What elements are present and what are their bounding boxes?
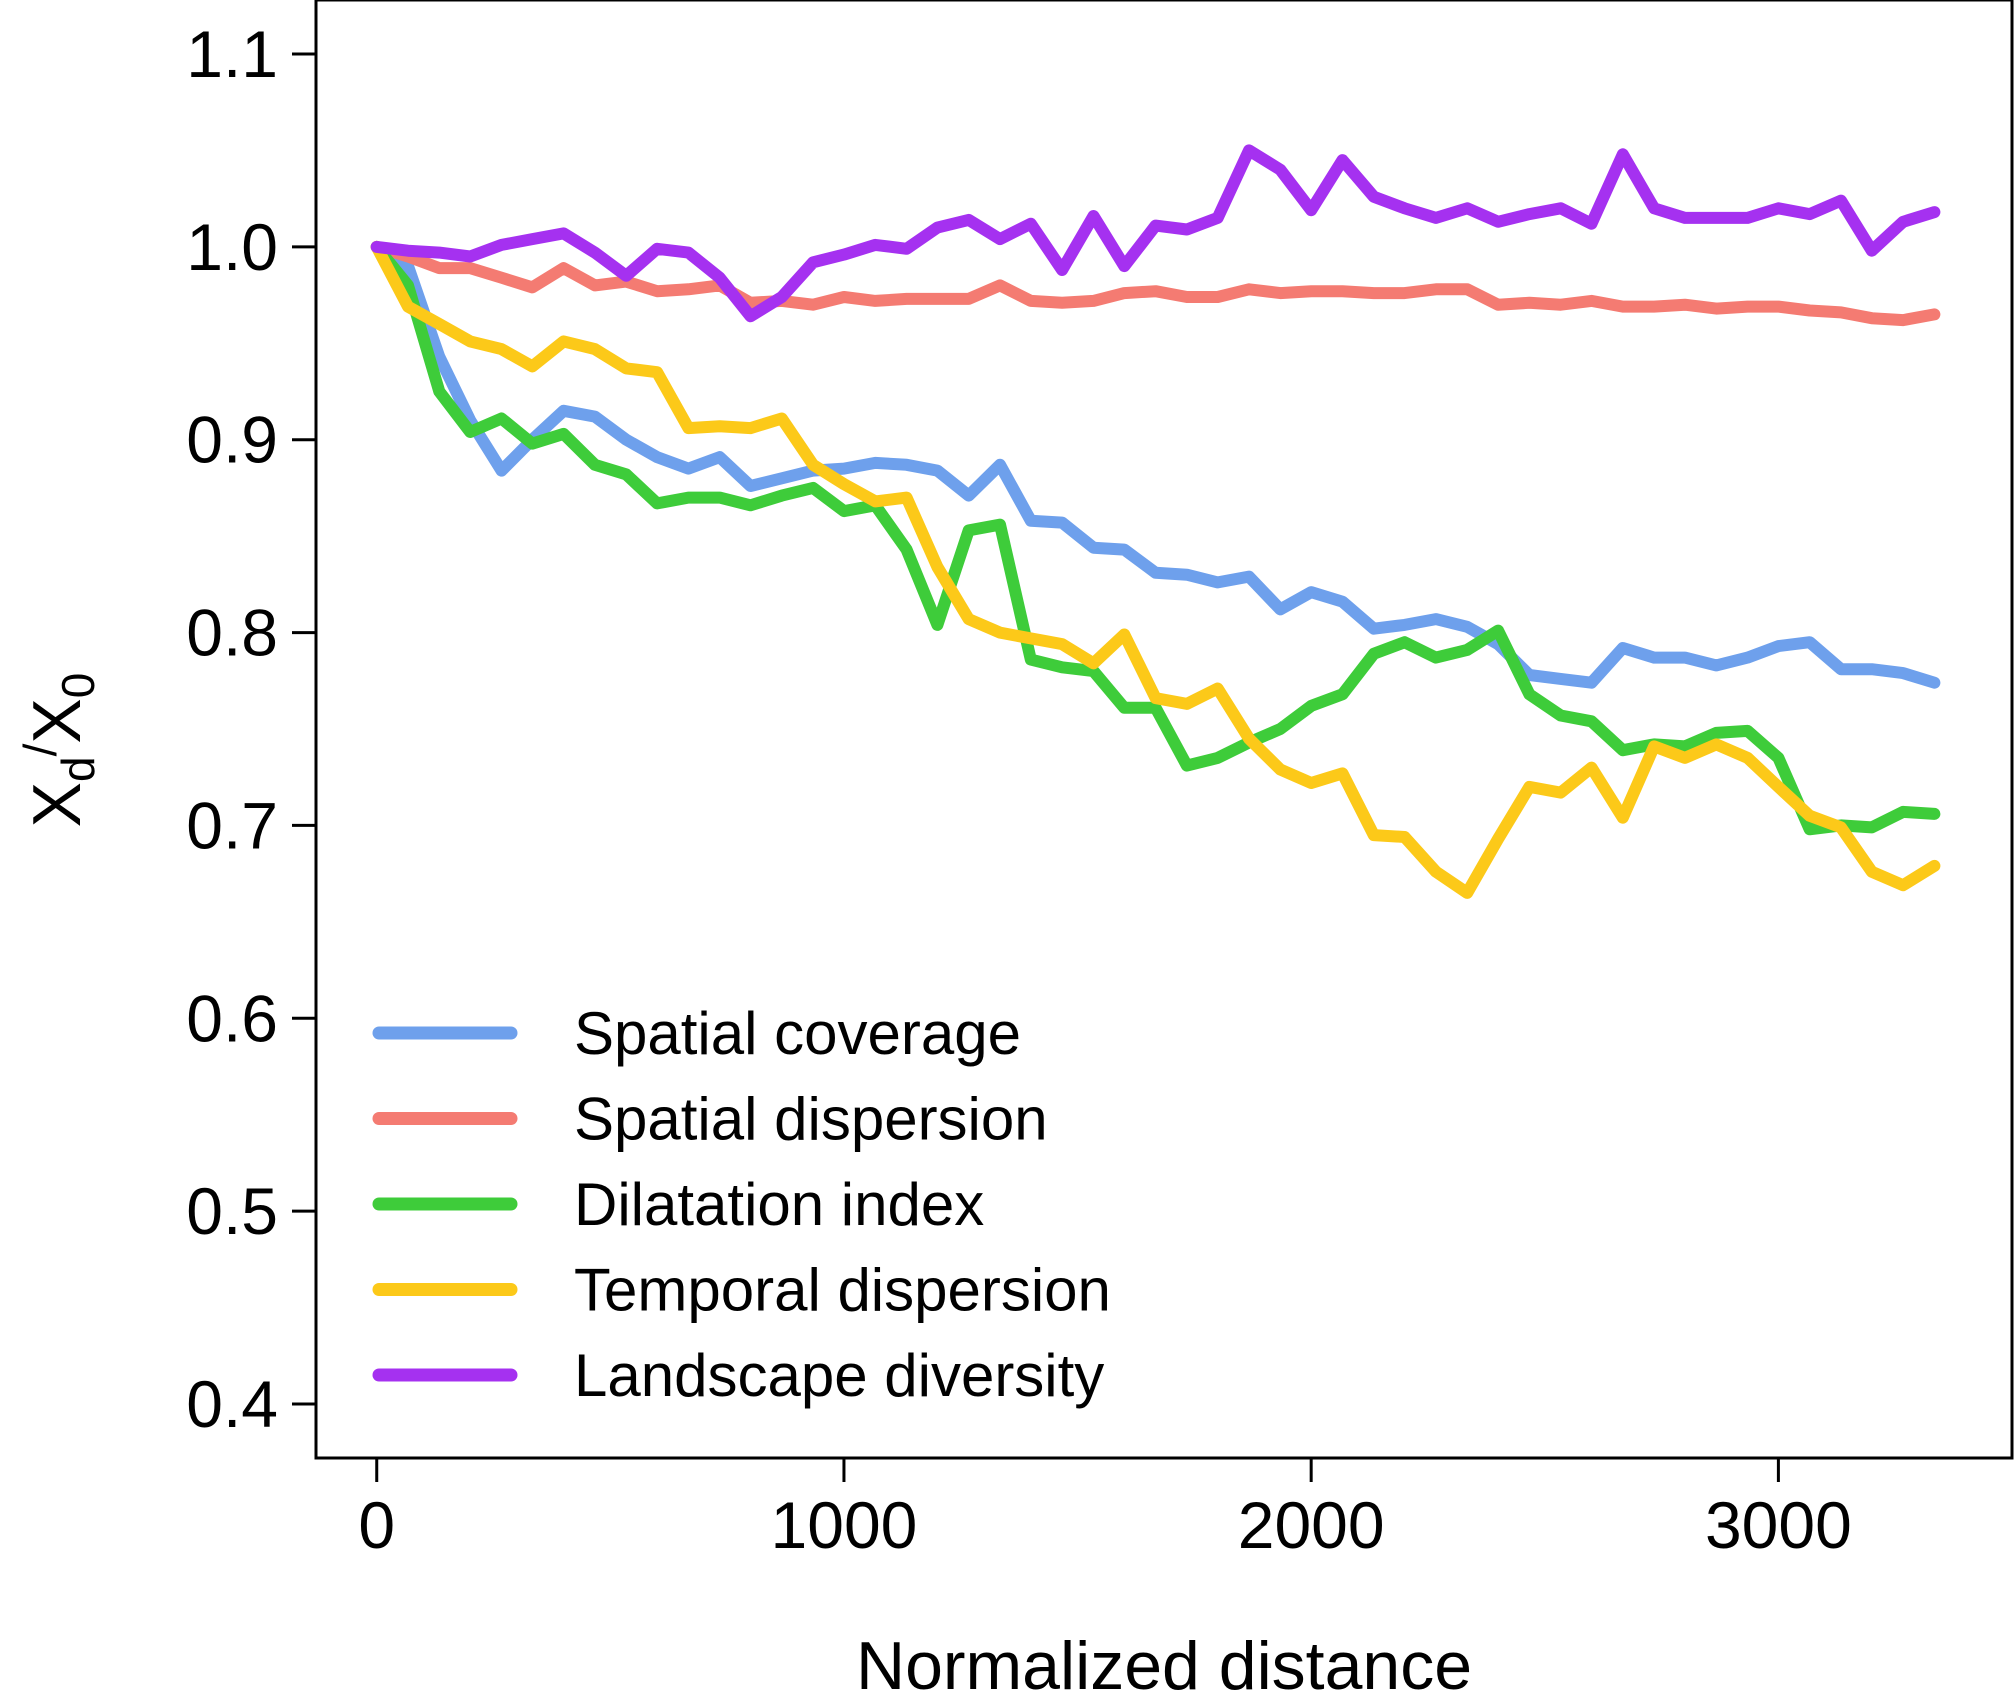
- y-tick-label: 0.9: [186, 403, 278, 477]
- y-axis-title-numerator-subscript: d: [52, 756, 104, 782]
- y-axis-title-slash: /: [14, 743, 66, 756]
- series-line-temporal-dispersion: [370, 240, 1941, 899]
- legend-label-spatial-coverage: Spatial coverage: [574, 1000, 1021, 1067]
- series-layer: [370, 144, 1941, 899]
- x-axis-title: Normalized distance: [856, 1628, 1472, 1695]
- legend-label-dilatation-index: Dilatation index: [574, 1171, 984, 1238]
- y-tick-label: 0.4: [186, 1367, 278, 1441]
- plot-frame: [314, 0, 2014, 1460]
- x-axis: 0 1000 2000 3000: [358, 1458, 1852, 1562]
- y-tick-label: 1.1: [186, 17, 278, 91]
- y-tick-label: 0.8: [186, 596, 278, 670]
- legend-label-temporal-dispersion: Temporal dispersion: [574, 1257, 1111, 1324]
- series-line-landscape-diversity: [370, 144, 1941, 323]
- y-axis-title: Xd/X0: [14, 673, 104, 828]
- y-axis-title-denominator-subscript: 0: [52, 673, 104, 699]
- x-tick-label: 0: [358, 1488, 395, 1562]
- y-tick-label: 0.7: [186, 788, 278, 862]
- y-axis-title-denominator: X: [19, 698, 95, 743]
- legend-label-landscape-diversity: Landscape diversity: [574, 1342, 1104, 1409]
- series-line-spatial-coverage: [370, 240, 1941, 689]
- series-line-dilatation-index: [370, 240, 1941, 836]
- y-tick-label: 1.0: [186, 210, 278, 284]
- y-axis: 0.4 0.5 0.6 0.7 0.8 0.9 1.0 1.1: [186, 17, 316, 1441]
- x-tick-label: 2000: [1238, 1488, 1385, 1562]
- legend-label-spatial-dispersion: Spatial dispersion: [574, 1086, 1048, 1153]
- x-tick-label: 1000: [771, 1488, 918, 1562]
- y-tick-label: 0.6: [186, 981, 278, 1055]
- series-line-spatial-dispersion: [370, 240, 1941, 327]
- x-tick-label: 3000: [1705, 1488, 1852, 1562]
- legend: Spatial coverage Spatial dispersion Dilata…: [372, 1000, 1111, 1409]
- y-axis-title-numerator: X: [19, 782, 95, 827]
- y-tick-label: 0.5: [186, 1174, 278, 1248]
